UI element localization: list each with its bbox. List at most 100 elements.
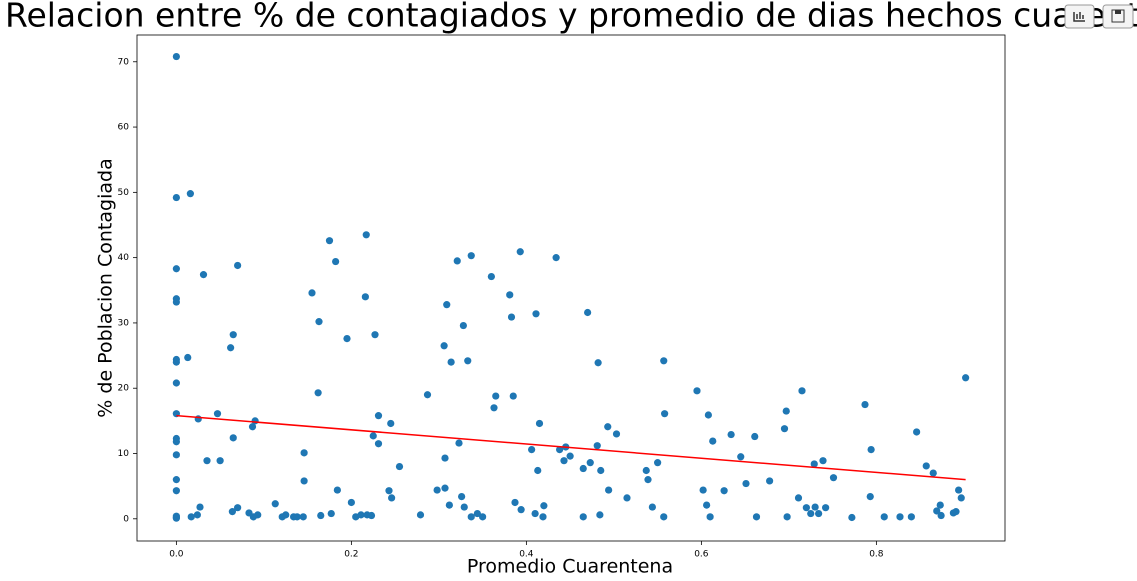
scatter-point: [604, 423, 612, 431]
save-icon-detail: [1115, 10, 1121, 14]
scatter-point: [506, 291, 514, 299]
scatter-point: [534, 466, 542, 475]
scatter-point: [229, 434, 237, 442]
toolbar: [1064, 4, 1134, 29]
scatter-point: [308, 289, 316, 297]
save-button[interactable]: [1102, 4, 1134, 29]
scatter-point: [369, 432, 377, 440]
scatter-point: [766, 477, 774, 485]
scatter-point: [709, 437, 717, 445]
scatter-point: [612, 430, 621, 438]
scatter-point: [584, 308, 592, 317]
scatter-point: [780, 425, 789, 433]
scatter-point: [660, 357, 668, 365]
scatter-point: [579, 513, 587, 521]
scatter-point: [193, 511, 201, 519]
scatter-point: [798, 387, 806, 395]
scatter-point: [566, 452, 574, 460]
y-tick-label: 10: [118, 449, 130, 459]
scatter-point: [172, 358, 180, 366]
scatter-point: [199, 271, 208, 279]
scatter-point: [648, 503, 656, 511]
scatter-point: [937, 511, 945, 520]
y-tick-label: 40: [118, 253, 130, 263]
scatter-point: [955, 486, 963, 494]
chart-icon: [1073, 12, 1085, 22]
scatter-point: [314, 389, 322, 397]
scatter-point: [416, 511, 425, 519]
scatter-point: [586, 459, 594, 467]
scatter-point: [395, 462, 404, 471]
scatter-point: [467, 252, 475, 260]
scatter-point: [327, 509, 335, 518]
scatter-point: [742, 479, 750, 488]
scatter-point: [172, 298, 180, 306]
scatter-point: [172, 476, 180, 484]
scatter-point: [507, 313, 516, 321]
scatter-point: [579, 464, 587, 473]
scatter-point: [737, 453, 745, 461]
scatter-point: [194, 415, 202, 423]
scatter-point: [867, 445, 875, 454]
scatter-point: [332, 257, 340, 266]
scatter-point: [531, 509, 539, 518]
scatter-point: [479, 513, 487, 521]
scatter-point: [693, 387, 701, 395]
scatter-point: [907, 513, 915, 521]
scatter-point: [720, 487, 728, 495]
scatter-point: [227, 344, 235, 352]
scatter-point: [361, 293, 369, 301]
scatter-point: [467, 513, 475, 521]
scatter-point: [271, 500, 279, 508]
scatter-point: [560, 457, 568, 465]
scatter-point: [511, 498, 519, 507]
scatter-point: [459, 321, 467, 330]
scatter-point: [447, 358, 455, 366]
scatter-point: [661, 410, 669, 418]
scatter-point: [532, 310, 540, 318]
scatter-point: [433, 486, 441, 494]
scatter-point: [540, 502, 548, 510]
scatter-point: [528, 445, 536, 454]
scatter-point: [623, 494, 631, 502]
y-axis-label: % de Poblacion Contagiada: [95, 158, 117, 417]
scatter-point: [703, 501, 711, 509]
scatter-point: [556, 445, 564, 454]
scatter-point: [654, 459, 662, 467]
scatter-point: [234, 504, 242, 512]
scatter-point: [866, 493, 874, 501]
x-tick-label: 0.4: [519, 550, 534, 560]
y-tick-label: 20: [118, 384, 130, 394]
scatter-point: [228, 508, 236, 516]
y-tick-label: 30: [118, 318, 130, 328]
scatter-point: [172, 438, 180, 446]
scatter-point: [517, 506, 525, 514]
scatter-point: [783, 513, 791, 521]
x-tick-label: 0.0: [169, 550, 184, 560]
scatter-point: [347, 498, 355, 507]
scatter-point: [807, 509, 815, 518]
scatter-point: [216, 457, 224, 465]
scatter-point: [441, 454, 449, 462]
y-tick-label: 0: [123, 514, 129, 524]
scatter-point: [848, 513, 856, 522]
scatter-point: [387, 419, 395, 428]
scatter-point: [957, 494, 965, 502]
scatter-point: [922, 462, 930, 470]
scatter-point: [343, 335, 351, 343]
scatter-point: [196, 503, 204, 511]
scatter-point: [234, 261, 242, 270]
scatter-point: [172, 52, 180, 61]
scatter-point: [644, 476, 652, 484]
scatter-point: [374, 440, 383, 448]
scatter-point: [440, 342, 448, 350]
scatter-point: [593, 442, 601, 450]
scatter-point: [962, 374, 970, 382]
scatter-point: [248, 423, 257, 431]
scatter-point: [172, 487, 180, 495]
scatter-point: [325, 237, 334, 245]
scatter-point: [315, 318, 323, 326]
scatter-point: [706, 513, 714, 521]
